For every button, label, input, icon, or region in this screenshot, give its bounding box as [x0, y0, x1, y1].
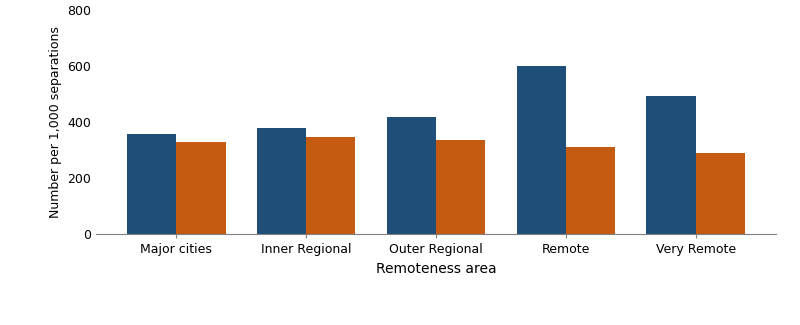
- Bar: [696, 153, 745, 234]
- Bar: [306, 137, 355, 234]
- X-axis label: Remoteness area: Remoteness area: [376, 262, 496, 276]
- Bar: [646, 96, 696, 234]
- Bar: [386, 117, 436, 234]
- Bar: [257, 128, 306, 234]
- Y-axis label: Number per 1,000 separations: Number per 1,000 separations: [49, 26, 62, 218]
- Bar: [517, 66, 566, 234]
- Bar: [566, 147, 615, 234]
- Bar: [436, 140, 486, 234]
- Bar: [176, 142, 226, 234]
- Bar: [127, 134, 176, 234]
